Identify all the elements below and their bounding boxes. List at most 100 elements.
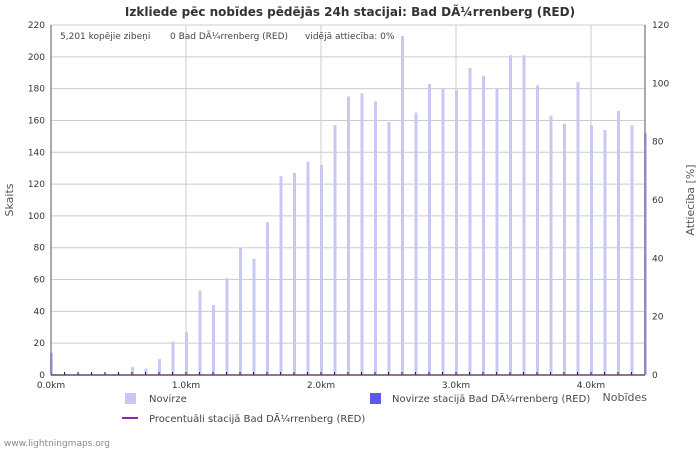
bar-novirze [468, 67, 472, 376]
x-axis-title: Nobīdes [603, 391, 648, 404]
baseline-marker [361, 372, 362, 375]
baseline-marker [428, 372, 430, 375]
bar-novirze [293, 172, 296, 375]
baseline-marker [455, 372, 457, 375]
bar-novirze [333, 125, 337, 376]
bar-novirze [401, 36, 404, 376]
baseline-marker [64, 372, 65, 375]
baseline-marker [523, 372, 524, 375]
bar-novirze [347, 96, 350, 375]
baseline-marker [266, 372, 268, 375]
legend-label-percent: Procentuāli stacijā Bad DÃ¼rrenberg (RED… [149, 412, 365, 425]
baseline-marker [550, 372, 551, 375]
legend-label-station: Novirze stacijā Bad DÃ¼rrenberg (RED) [392, 392, 590, 405]
bar-novirze [428, 83, 431, 375]
bar-novirze [144, 368, 148, 375]
bar-novirze [320, 165, 323, 375]
baseline-marker [104, 372, 106, 375]
y-tick-label: 220 [28, 21, 45, 31]
bar-novirze [266, 222, 269, 375]
baseline-marker [212, 372, 214, 375]
baseline-marker [253, 372, 254, 375]
y-tick-label: 100 [28, 212, 45, 222]
baseline-marker [442, 372, 443, 375]
footer-link[interactable]: www.lightningmaps.org [4, 439, 110, 449]
bar-novirze [576, 82, 580, 375]
baseline-marker [536, 372, 538, 375]
y2-axis-title: Attiecība [%] [684, 164, 697, 235]
baseline-marker [185, 372, 187, 375]
bar-novirze [185, 332, 188, 375]
y-tick-label: 120 [28, 180, 45, 190]
y-tick-label: 180 [28, 85, 45, 95]
x-tick-label: 4.0km [577, 381, 605, 391]
y2-tick-labels: 0 20 40 60 80 100 120 [652, 21, 669, 381]
y2-tick-label: 60 [652, 196, 664, 206]
baseline-marker [590, 372, 592, 375]
bar-novirze [495, 88, 499, 376]
bar-novirze [441, 88, 445, 376]
baseline-marker [307, 372, 308, 375]
bar-novirze [414, 112, 418, 375]
y-tick-label: 80 [34, 244, 46, 254]
bar-novirze [630, 125, 634, 376]
baseline-marker [496, 372, 497, 375]
baseline-marker [91, 372, 92, 375]
y-tick-label: 20 [34, 339, 46, 349]
y2-tick-label: 20 [652, 313, 664, 323]
baseline-marker [482, 372, 484, 375]
baseline-marker [239, 372, 241, 375]
info-station-count: 0 Bad DÃ¼rrenberg (RED) [170, 31, 288, 42]
bar-novirze [252, 258, 256, 375]
bar-novirze [225, 277, 229, 375]
bar-novirze [522, 55, 526, 376]
bar-novirze [279, 176, 283, 375]
y-axis-title: Skaits [3, 183, 16, 216]
bar-novirze [306, 161, 310, 375]
baseline-marker [199, 372, 200, 375]
y-tick-label: 160 [28, 116, 45, 126]
baseline-marker [293, 372, 295, 375]
baseline-marker [118, 372, 119, 375]
x-tick-label: 3.0km [442, 381, 470, 391]
bar-novirze [536, 85, 539, 376]
y-tick-label: 200 [28, 53, 45, 63]
bar-novirze [131, 367, 134, 375]
baseline-marker [77, 372, 79, 375]
chart-title: Izkliede pēc nobīdes pēdējās 24h stacija… [125, 4, 575, 19]
bar-novirze [563, 123, 566, 376]
bar-novirze [617, 110, 620, 375]
baseline-marker [604, 372, 605, 375]
info-avg-ratio: vidējā attiecība: 0% [305, 32, 395, 42]
y-tick-label: 0 [39, 371, 45, 381]
legend-label-novirze: Novirze [149, 394, 187, 405]
bar-novirze [482, 75, 485, 375]
baseline-marker [320, 372, 322, 375]
baseline-marker [577, 372, 578, 375]
bar-novirze [509, 55, 512, 376]
bar-novirze [455, 90, 458, 376]
legend-swatch-novirze [125, 393, 136, 404]
baseline-marker [145, 372, 146, 375]
y-tick-label: 60 [34, 276, 46, 286]
y-tick-labels: 0 20 40 60 80 100 120 140 160 180 200 220 [28, 21, 45, 381]
baseline-marker [388, 372, 389, 375]
x-tick-label: 1.0km [172, 381, 200, 391]
baseline-marker [172, 372, 173, 375]
bar-novirze [171, 341, 175, 375]
baseline-marker [280, 372, 281, 375]
y2-tick-label: 80 [652, 138, 664, 148]
baseline-marker [131, 372, 133, 375]
baseline-marker [401, 372, 403, 375]
baseline-marker [563, 372, 565, 375]
baseline-marker [226, 372, 227, 375]
bar-novirze [590, 125, 593, 376]
baseline-marker [469, 372, 470, 375]
baseline-marker [334, 372, 335, 375]
baseline-marker [617, 372, 619, 375]
bar-novirze [158, 359, 161, 375]
bar-novirze [387, 122, 391, 375]
y-tick-label: 40 [34, 307, 46, 317]
y2-tick-label: 120 [652, 21, 669, 31]
